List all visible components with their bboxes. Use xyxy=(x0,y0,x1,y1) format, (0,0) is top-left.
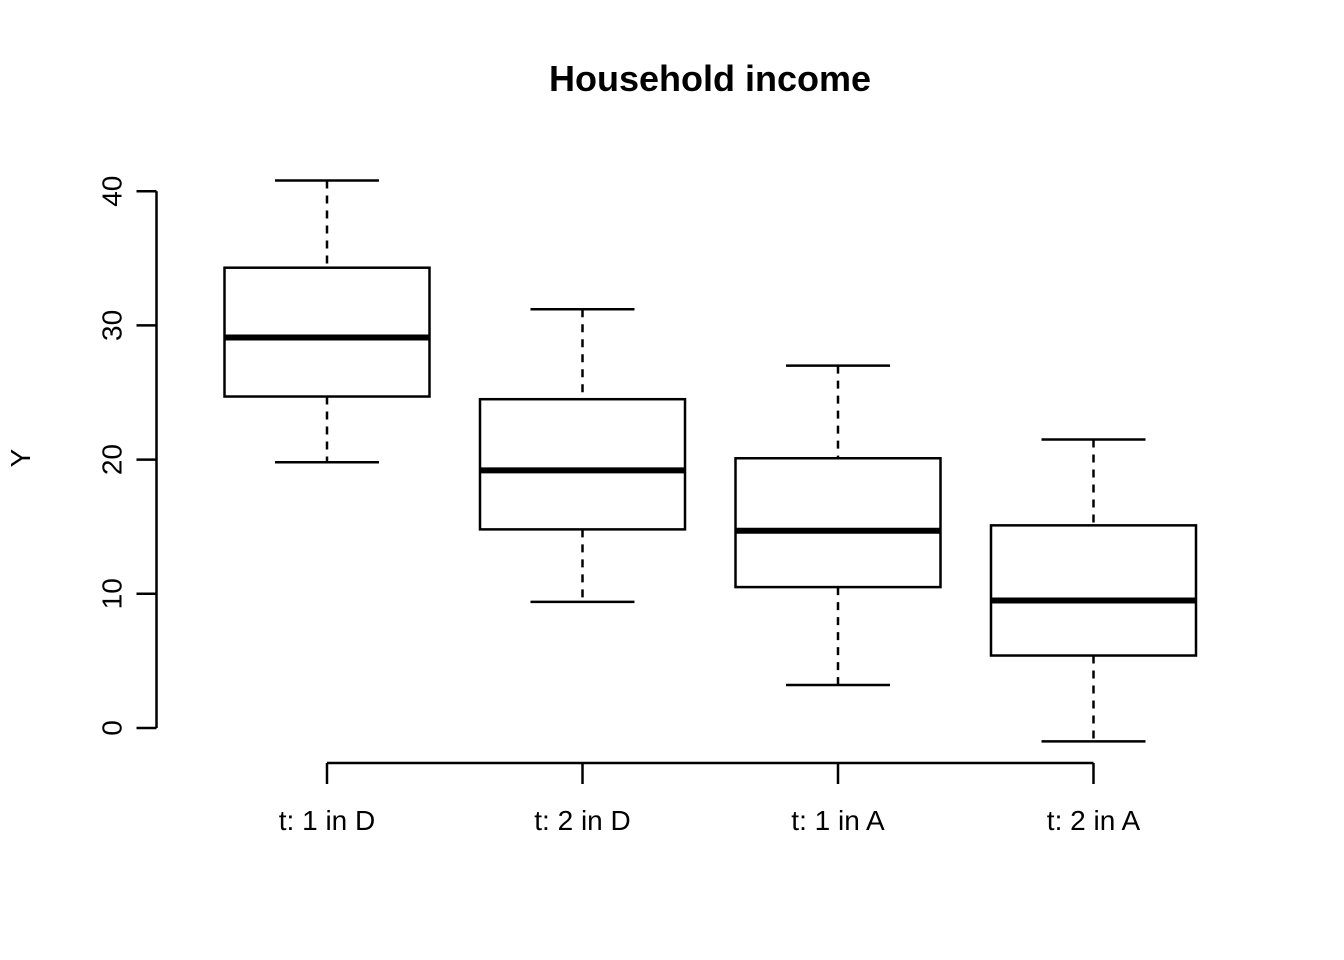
boxplot-group xyxy=(223,179,431,464)
y-tick-label: 20 xyxy=(97,444,128,475)
box-rect xyxy=(478,397,687,531)
box-rect xyxy=(989,524,1198,657)
y-axis: 0 10 20 30 40 xyxy=(97,176,158,736)
y-axis-title: Y xyxy=(5,448,36,467)
x-tick-label: t: 2 in D xyxy=(534,805,630,836)
boxplot-group xyxy=(734,364,942,687)
y-tick-label: 30 xyxy=(97,310,128,341)
box-rect xyxy=(223,266,431,398)
x-tick-label: t: 1 in D xyxy=(279,805,375,836)
x-tick-label: t: 1 in A xyxy=(791,805,885,836)
y-tick-label: 0 xyxy=(97,720,128,736)
boxplot-group xyxy=(989,438,1198,743)
y-tick-label: 40 xyxy=(97,176,128,207)
boxplot-group xyxy=(478,308,687,604)
x-axis: t: 1 in D t: 2 in D t: 1 in A t: 2 in A xyxy=(279,761,1141,836)
x-tick-label: t: 2 in A xyxy=(1047,805,1141,836)
boxplot-series xyxy=(223,179,1198,743)
chart-title: Household income xyxy=(549,58,871,99)
box-rect xyxy=(734,457,942,589)
y-tick-label: 10 xyxy=(97,578,128,609)
